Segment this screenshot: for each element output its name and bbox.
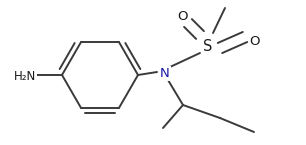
Text: S: S: [203, 39, 213, 54]
Text: H₂N: H₂N: [14, 70, 36, 83]
Text: O: O: [178, 10, 188, 23]
Text: O: O: [250, 35, 260, 48]
Text: N: N: [160, 67, 170, 80]
